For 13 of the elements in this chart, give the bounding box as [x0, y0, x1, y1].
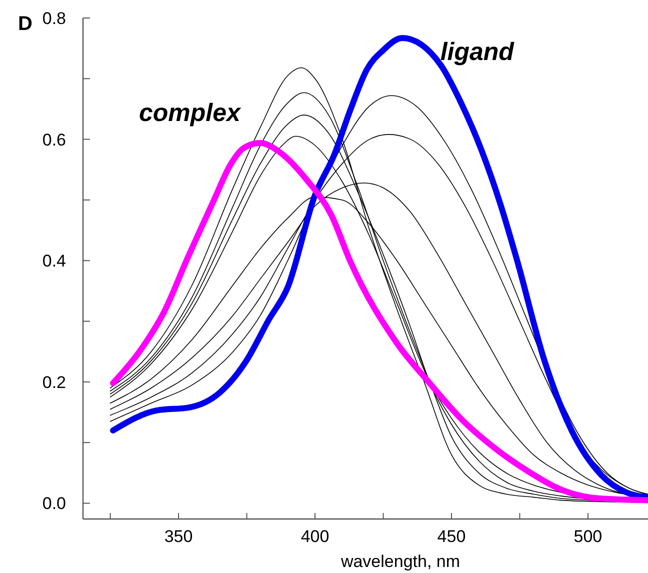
y-tick-label: 0.8 — [42, 8, 66, 28]
x-tick-label: 450 — [437, 527, 466, 546]
y-tick-label: 0.2 — [42, 372, 66, 392]
x-tick-label: 500 — [574, 527, 602, 546]
x-tick-label: 400 — [300, 527, 330, 546]
y-tick-label: 0.4 — [42, 252, 66, 271]
y-tick-label: 0.6 — [42, 130, 66, 150]
x-tick-label: 350 — [164, 527, 193, 546]
series-label: complex — [138, 98, 242, 127]
y-tick-label: 0.0 — [42, 494, 66, 514]
text: D — [18, 13, 32, 35]
series-label: ligand — [440, 38, 515, 66]
x-axis-title: wavelength, nm — [340, 552, 460, 571]
